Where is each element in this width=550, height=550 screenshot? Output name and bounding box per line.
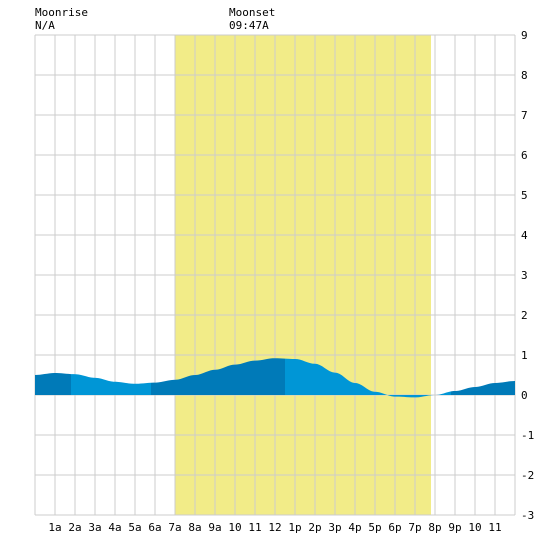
y-tick-label: 4: [521, 229, 528, 242]
x-tick-label: 2p: [308, 521, 321, 534]
tide-area-segment: [285, 358, 451, 398]
tide-area-segment: [71, 374, 151, 395]
x-tick-label: 11: [248, 521, 261, 534]
x-tick-label: 1p: [288, 521, 301, 534]
x-tick-label: 8p: [428, 521, 441, 534]
x-tick-label: 9p: [448, 521, 461, 534]
y-tick-label: 5: [521, 189, 528, 202]
y-tick-label: 6: [521, 149, 528, 162]
tide-area-segment: [151, 358, 285, 395]
tide-area-segment: [35, 373, 71, 395]
x-tick-label: 5a: [128, 521, 141, 534]
y-tick-label: -1: [521, 429, 534, 442]
y-tick-label: -3: [521, 509, 534, 522]
x-tick-label: 1a: [48, 521, 61, 534]
x-tick-label: 2a: [68, 521, 81, 534]
moonset-label: Moonset: [229, 6, 275, 19]
x-tick-label: 6a: [148, 521, 161, 534]
moonrise-label: Moonrise: [35, 6, 88, 19]
x-tick-label: 12: [268, 521, 281, 534]
x-tick-label: 9a: [208, 521, 221, 534]
x-tick-label: 11: [488, 521, 501, 534]
x-tick-label: 5p: [368, 521, 381, 534]
y-tick-label: 1: [521, 349, 528, 362]
y-tick-label: 7: [521, 109, 528, 122]
x-tick-label: 4a: [108, 521, 121, 534]
y-tick-label: -2: [521, 469, 534, 482]
x-tick-label: 10: [228, 521, 241, 534]
x-tick-label: 7p: [408, 521, 421, 534]
x-tick-label: 3a: [88, 521, 101, 534]
y-tick-label: 9: [521, 29, 528, 42]
x-tick-label: 4p: [348, 521, 361, 534]
x-tick-label: 10: [468, 521, 481, 534]
x-tick-label: 8a: [188, 521, 201, 534]
tide-area-segment: [451, 381, 515, 395]
x-tick-label: 6p: [388, 521, 401, 534]
y-tick-label: 8: [521, 69, 528, 82]
y-tick-label: 0: [521, 389, 528, 402]
moonset-time: 09:47A: [229, 19, 269, 32]
moonrise-time: N/A: [35, 19, 55, 32]
x-tick-label: 3p: [328, 521, 341, 534]
y-tick-label: 3: [521, 269, 528, 282]
x-tick-label: 7a: [168, 521, 181, 534]
y-tick-label: 2: [521, 309, 528, 322]
